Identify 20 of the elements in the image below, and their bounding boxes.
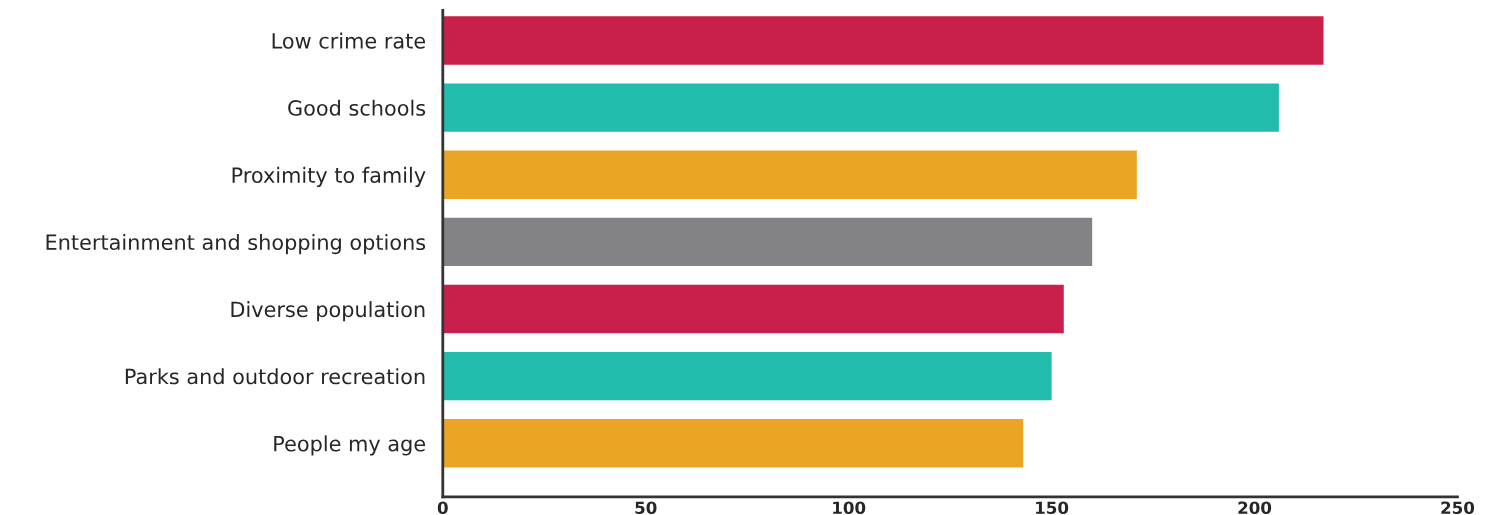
y-tick-label: People my age: [274, 435, 426, 456]
x-tick-label: 0: [437, 501, 448, 515]
x-tick-label: 250: [1441, 501, 1475, 515]
y-tick-label: Good schools: [288, 99, 426, 116]
y-tick-label: Diverse population: [231, 301, 425, 322]
bar: [442, 16, 1324, 65]
bar: [442, 284, 1064, 334]
y-tick-label: Entertainment and shopping options: [46, 233, 426, 255]
y-tick-label: Proximity to family: [232, 166, 426, 188]
x-tick-label: 50: [635, 501, 657, 515]
x-tick-label: 150: [1036, 501, 1069, 515]
bar: [442, 217, 1093, 267]
y-tick-label: Parks and outdoor recreation: [125, 368, 425, 385]
bar: [442, 150, 1137, 199]
x-tick-label: 200: [1238, 501, 1272, 515]
bar: [442, 83, 1279, 132]
y-tick-label: Low crime rate: [272, 32, 426, 49]
bar: [442, 419, 1024, 468]
bar: [442, 351, 1052, 401]
x-tick-label: 100: [833, 501, 866, 515]
